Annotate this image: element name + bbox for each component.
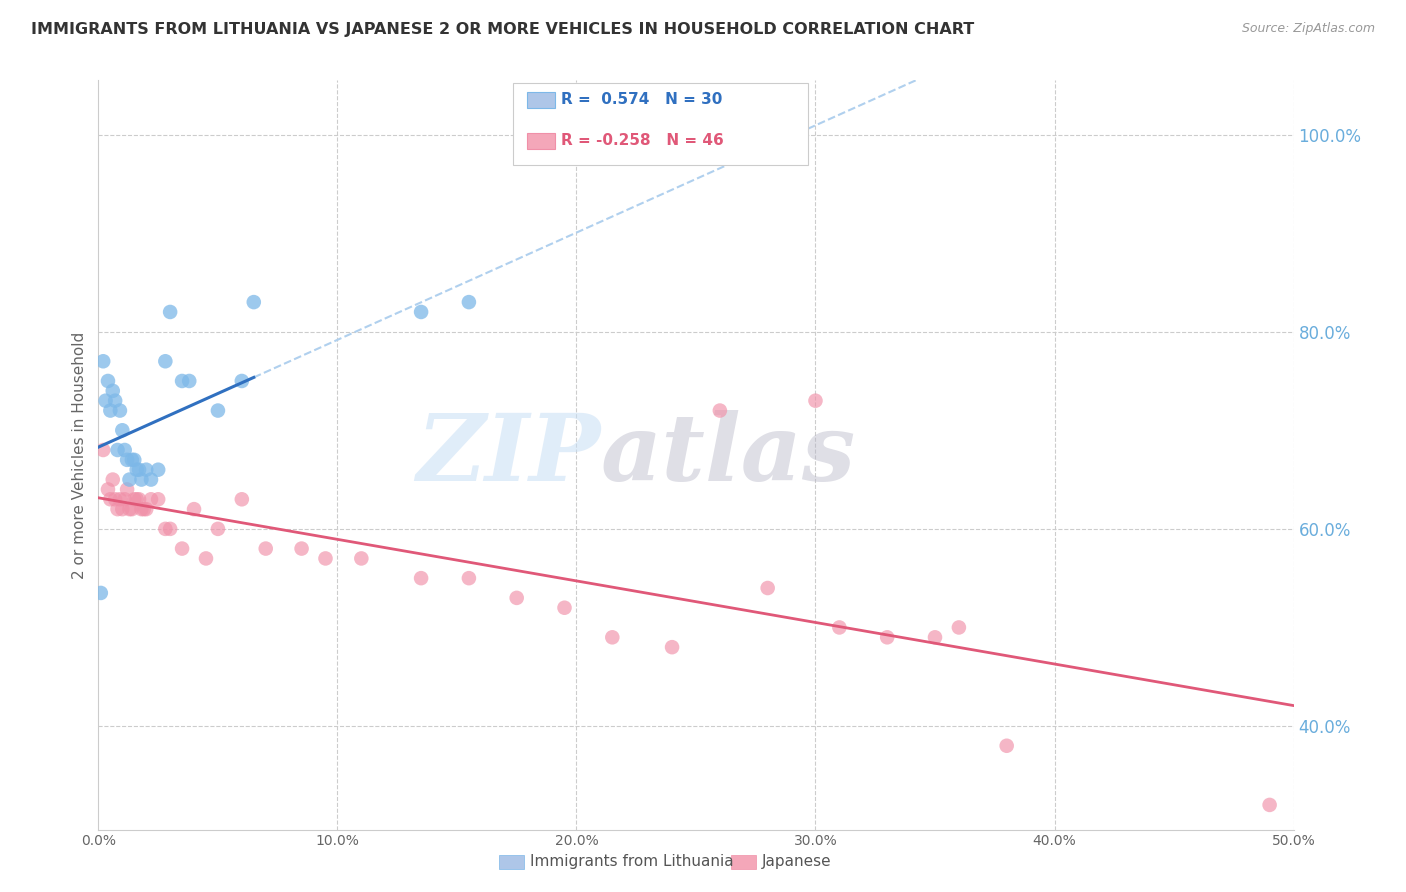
Point xyxy=(207,522,229,536)
Point xyxy=(139,492,162,507)
Point xyxy=(125,463,148,477)
Text: Japanese: Japanese xyxy=(762,855,832,869)
Point xyxy=(124,492,146,507)
Point xyxy=(104,393,127,408)
Point xyxy=(243,295,266,310)
Text: R = -0.258   N = 46: R = -0.258 N = 46 xyxy=(561,134,724,148)
Point xyxy=(183,502,205,516)
Point xyxy=(411,305,433,319)
Point xyxy=(995,739,1018,753)
Point xyxy=(132,502,155,516)
Point xyxy=(661,640,683,655)
Point xyxy=(350,551,373,566)
Point xyxy=(107,502,129,516)
Point xyxy=(107,442,129,457)
Point xyxy=(115,453,138,467)
Point xyxy=(254,541,277,556)
Point xyxy=(195,551,218,566)
Point xyxy=(1258,797,1281,812)
Point xyxy=(111,423,134,437)
Point xyxy=(155,522,177,536)
Point xyxy=(756,581,779,595)
Point xyxy=(602,630,624,644)
Point xyxy=(118,502,141,516)
Point xyxy=(131,473,153,487)
Point xyxy=(159,305,181,319)
Point xyxy=(207,403,229,417)
Point xyxy=(121,502,143,516)
Point xyxy=(118,473,141,487)
Point xyxy=(179,374,201,388)
Text: atlas: atlas xyxy=(600,410,856,500)
Point xyxy=(924,630,946,644)
Point xyxy=(90,586,112,600)
Point xyxy=(91,442,114,457)
Point xyxy=(101,473,124,487)
Point xyxy=(411,571,433,585)
Point xyxy=(115,483,138,497)
Point xyxy=(135,502,157,516)
Point xyxy=(828,620,851,634)
Point xyxy=(458,571,481,585)
Point xyxy=(121,453,143,467)
Point xyxy=(709,403,731,417)
Point xyxy=(104,492,127,507)
Point xyxy=(231,492,253,507)
Text: ZIP: ZIP xyxy=(416,410,600,500)
Point xyxy=(128,492,150,507)
Point xyxy=(139,473,162,487)
Point xyxy=(98,492,122,507)
Point xyxy=(155,354,177,368)
Point xyxy=(114,442,136,457)
Point xyxy=(114,492,136,507)
Point xyxy=(148,492,170,507)
Text: IMMIGRANTS FROM LITHUANIA VS JAPANESE 2 OR MORE VEHICLES IN HOUSEHOLD CORRELATIO: IMMIGRANTS FROM LITHUANIA VS JAPANESE 2 … xyxy=(31,22,974,37)
Point xyxy=(172,374,194,388)
Point xyxy=(97,374,120,388)
Point xyxy=(97,483,120,497)
Point xyxy=(94,393,117,408)
Point xyxy=(98,403,122,417)
Point xyxy=(128,463,150,477)
Text: Immigrants from Lithuania: Immigrants from Lithuania xyxy=(530,855,734,869)
Point xyxy=(948,620,970,634)
Point xyxy=(159,522,181,536)
Text: R =  0.574   N = 30: R = 0.574 N = 30 xyxy=(561,93,723,107)
Point xyxy=(111,502,134,516)
Point xyxy=(458,295,481,310)
Point xyxy=(315,551,337,566)
Point xyxy=(108,403,131,417)
Text: Source: ZipAtlas.com: Source: ZipAtlas.com xyxy=(1241,22,1375,36)
Point xyxy=(108,492,131,507)
Point xyxy=(125,492,148,507)
Point xyxy=(506,591,529,605)
Point xyxy=(804,393,827,408)
Y-axis label: 2 or more Vehicles in Household: 2 or more Vehicles in Household xyxy=(72,331,87,579)
Point xyxy=(91,354,114,368)
Point xyxy=(131,502,153,516)
Point xyxy=(101,384,124,398)
Point xyxy=(876,630,898,644)
Point xyxy=(554,600,576,615)
Point xyxy=(291,541,314,556)
Point xyxy=(172,541,194,556)
Point xyxy=(135,463,157,477)
Point xyxy=(231,374,253,388)
Point xyxy=(124,453,146,467)
Point xyxy=(148,463,170,477)
